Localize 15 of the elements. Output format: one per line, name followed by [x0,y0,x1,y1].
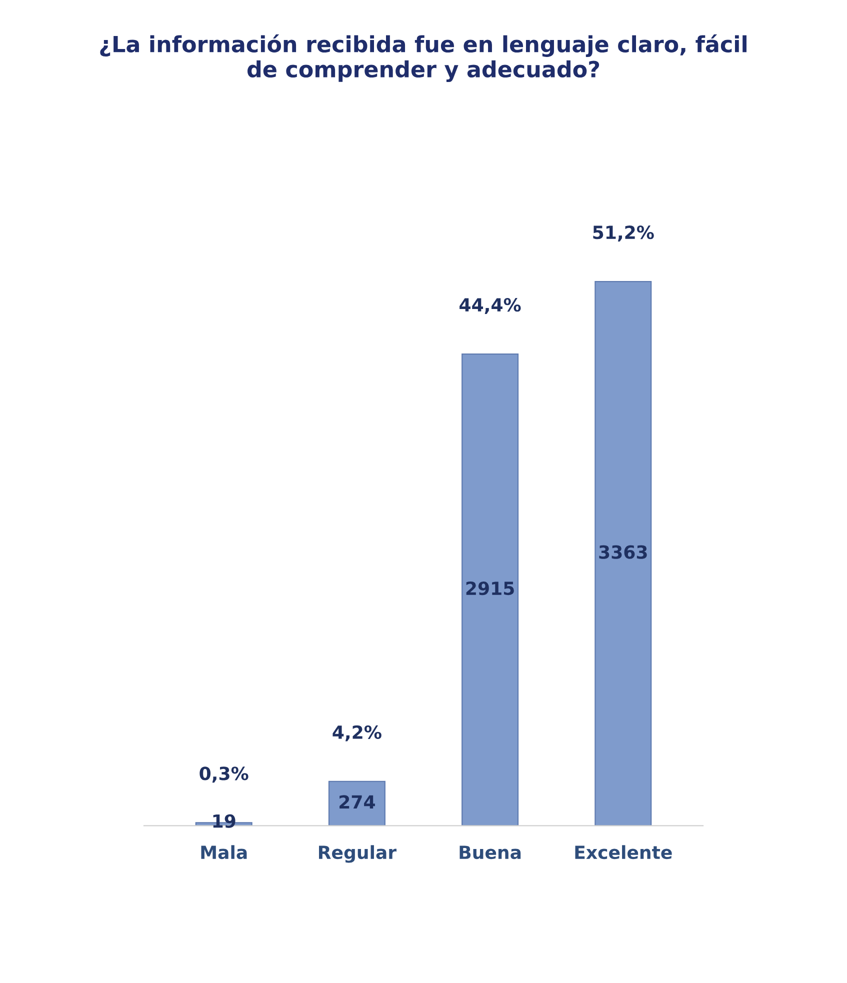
data-label: 3363 [599,545,647,559]
annotation: 44,4% [460,298,521,314]
bar [462,353,519,826]
annotation: 4,2% [332,725,382,742]
bar [328,780,386,826]
x-tick-label: Mala [201,845,247,860]
bar [594,281,652,826]
annotation: 0,3% [200,766,248,783]
annotation: 51,2% [593,226,654,242]
data-label: 2915 [466,581,514,596]
chart-title: ¿La información recibida fue en lenguaje claro, fácil de comprender y adecuado? [100,34,746,82]
x-tick-label: Regular [319,845,396,863]
x-tick-label: Excelente [575,845,672,860]
data-label: 274 [340,795,375,809]
x-tick-label: Buena [460,846,521,860]
